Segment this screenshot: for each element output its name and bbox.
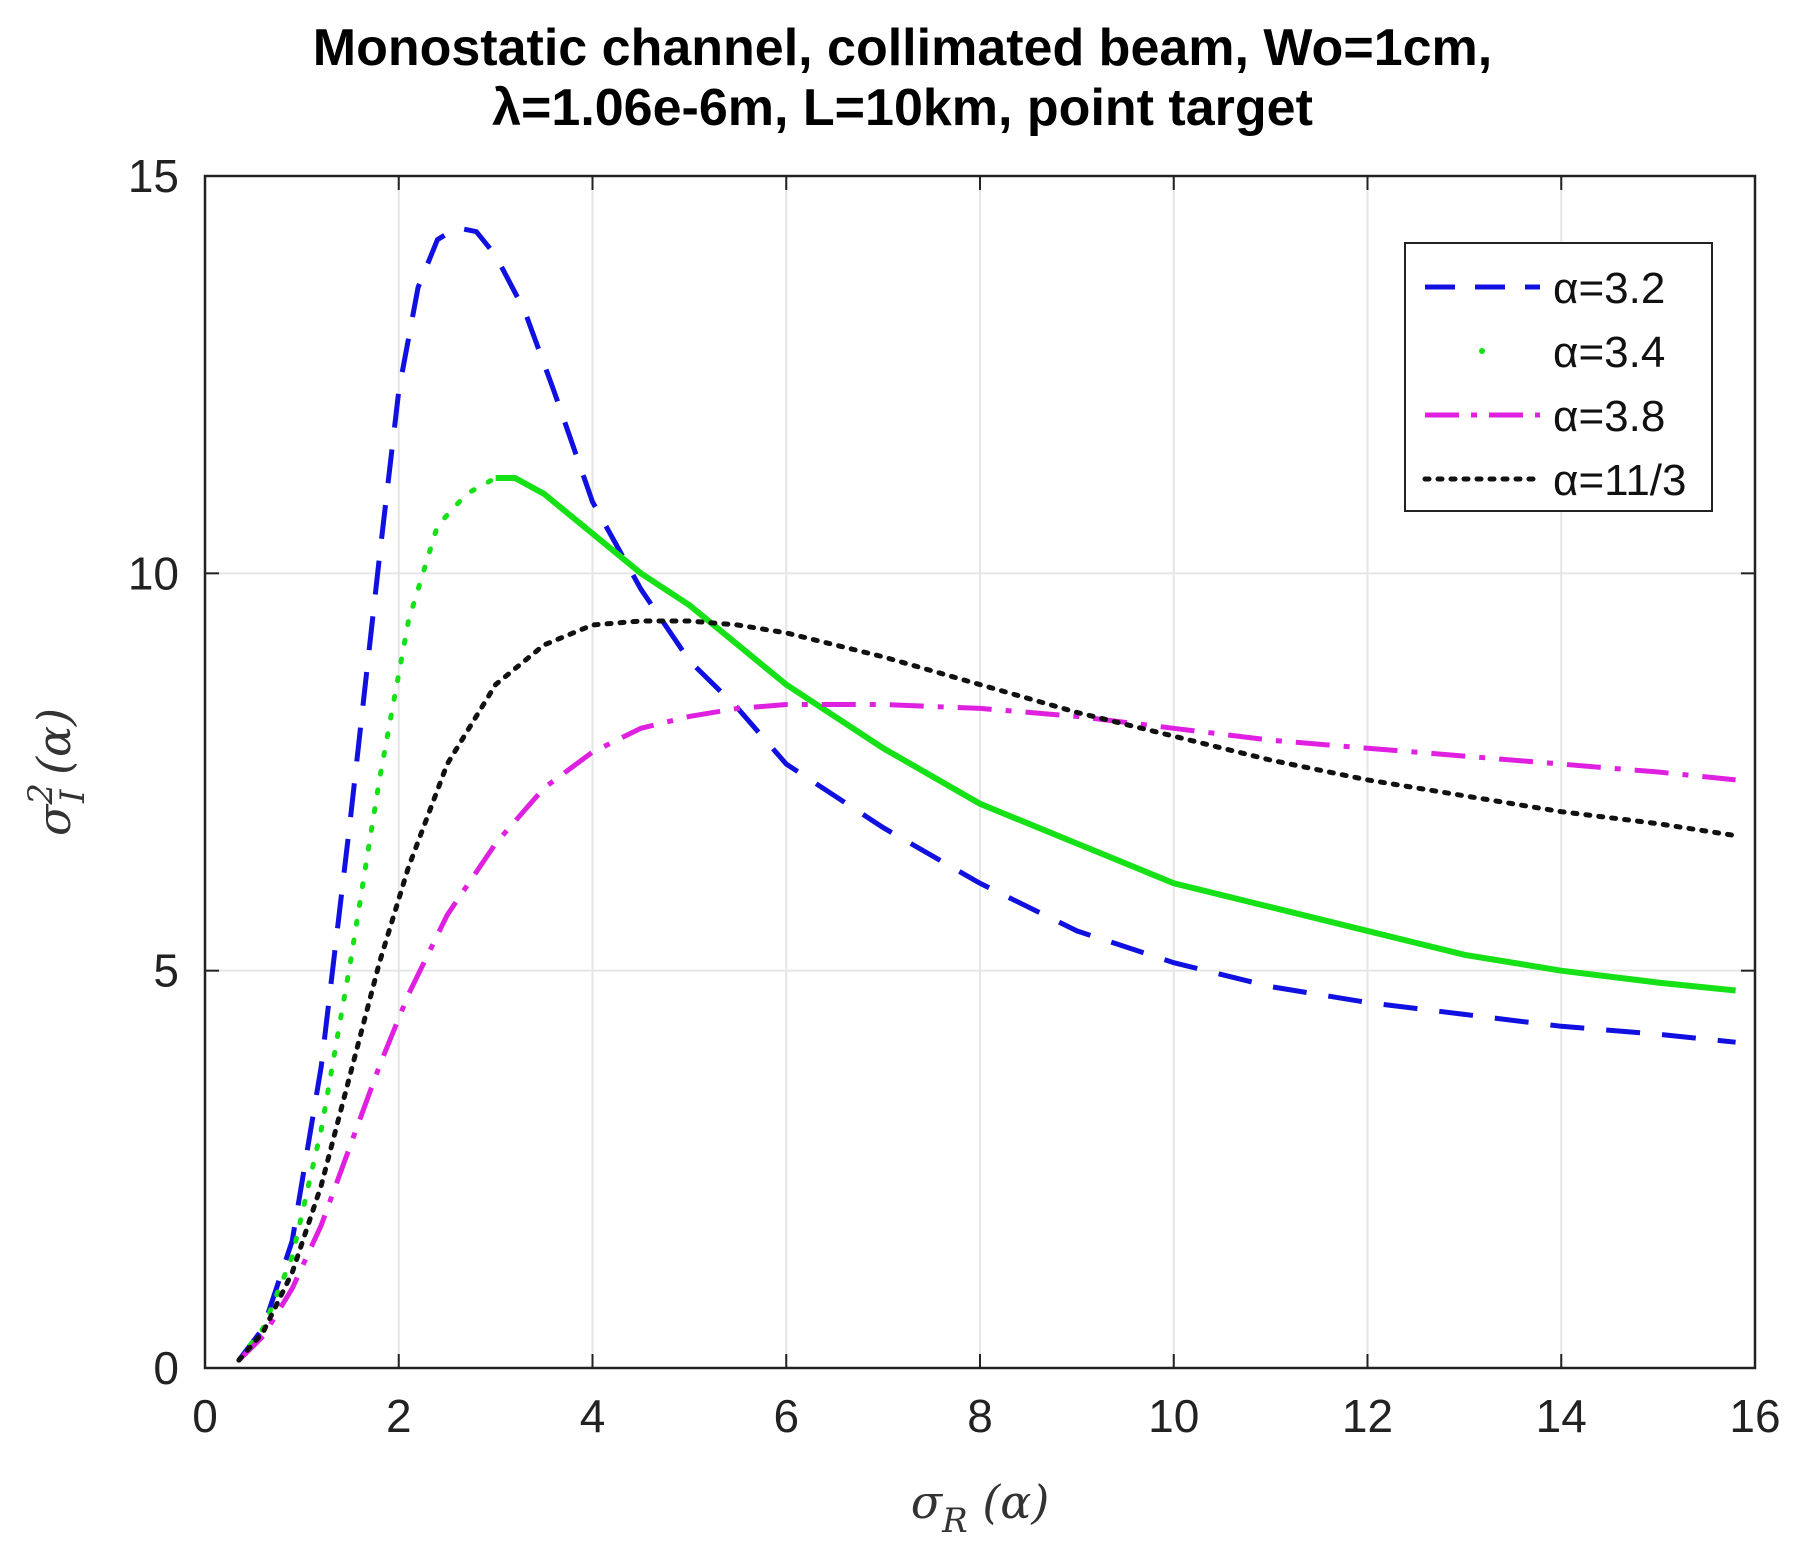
chart-title-line-2: λ=1.06e-6m, L=10km, point target xyxy=(492,79,1313,137)
legend-box xyxy=(1404,242,1713,512)
x-tick-label: 8 xyxy=(967,1390,993,1442)
legend-label-2: α=3.8 xyxy=(1553,392,1665,441)
series-line-1 xyxy=(495,474,1736,994)
x-tick-label: 12 xyxy=(1342,1390,1393,1442)
x-tick-label: 4 xyxy=(580,1390,606,1442)
x-tick-label: 14 xyxy=(1536,1390,1587,1442)
x-tick-label: 0 xyxy=(192,1390,218,1442)
x-tick-label: 6 xyxy=(773,1390,799,1442)
legend-label-1: α=3.4 xyxy=(1553,328,1665,377)
series-line-0 xyxy=(236,225,1736,1362)
y-tick-label: 5 xyxy=(153,945,179,997)
y-axis-label: σ2I (α) xyxy=(21,708,93,836)
series-line-2 xyxy=(237,702,1736,1362)
chart-title-line-1: Monostatic channel, collimated beam, Wo=… xyxy=(312,19,1493,77)
series-line-1-dotted xyxy=(236,475,499,1363)
x-tick-label: 10 xyxy=(1148,1390,1199,1442)
y-tick-label: 0 xyxy=(153,1342,179,1394)
x-axis-label: σR (α) xyxy=(911,1475,1050,1541)
legend-label-0: α=3.2 xyxy=(1553,264,1665,313)
y-tick-label: 15 xyxy=(128,150,179,202)
series-line-3 xyxy=(236,618,1739,1363)
legend-marker-1 xyxy=(1479,348,1485,354)
y-tick-label: 10 xyxy=(128,547,179,599)
x-tick-label: 16 xyxy=(1729,1390,1780,1442)
legend-label-3: α=11/3 xyxy=(1553,456,1687,505)
x-tick-label: 2 xyxy=(386,1390,412,1442)
